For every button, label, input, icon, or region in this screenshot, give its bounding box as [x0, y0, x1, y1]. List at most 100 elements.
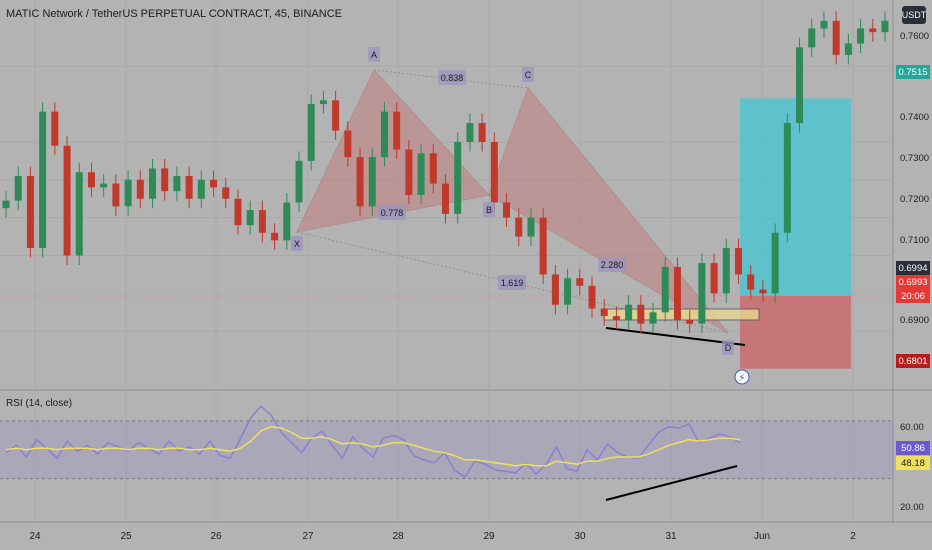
- candle-body: [319, 100, 327, 105]
- ratio-label-bg: [378, 205, 406, 220]
- candle-body: [161, 168, 169, 192]
- currency-button[interactable]: USDT: [902, 6, 926, 24]
- candle-body: [405, 149, 413, 195]
- candle-body: [442, 183, 449, 214]
- rsi-value-tag: 50.86: [896, 441, 930, 455]
- candle-body: [735, 247, 742, 275]
- candle-body: [698, 263, 706, 324]
- y-tick: 0.7300: [900, 153, 930, 164]
- candle-body: [417, 153, 425, 195]
- stop-zone: [740, 296, 851, 369]
- candle-body: [14, 176, 22, 201]
- candle-body: [515, 217, 523, 237]
- candle-body: [600, 308, 608, 317]
- point-label-bg: [368, 47, 380, 62]
- rsi-indicator-label[interactable]: RSI (14, close): [6, 398, 73, 409]
- pattern-ratio: 1.619: [501, 278, 524, 288]
- point-label-bg: [722, 340, 734, 355]
- lightning-glyph: ⚡: [738, 373, 745, 384]
- pattern-point-c: C: [525, 70, 532, 80]
- rsi-series: [5, 405, 741, 479]
- pattern-ratio: 0.838: [441, 73, 464, 83]
- y-tick: 0.7100: [900, 235, 930, 246]
- point-label-bg: [291, 236, 303, 251]
- candle-body: [686, 319, 694, 324]
- rsi-y-tick: 20.00: [900, 502, 924, 513]
- chart-title: MATIC Network / TetherUS PERPETUAL CONTR…: [6, 8, 342, 20]
- candle-body: [185, 176, 193, 199]
- candle-body: [466, 123, 474, 142]
- candle-body: [197, 179, 205, 199]
- rsi-ma-tag: 48.18: [896, 456, 930, 470]
- candle-body: [87, 172, 95, 188]
- countdown-tag: 20:06: [896, 289, 930, 303]
- x-tick: 28: [392, 531, 404, 542]
- lightning-icon: [734, 369, 750, 385]
- target-price-tag: 0.7515: [896, 65, 930, 79]
- candle-body: [759, 289, 767, 294]
- candle-body: [771, 232, 779, 294]
- candle-body: [222, 187, 230, 199]
- x-tick: 27: [302, 531, 314, 542]
- x-tick: 30: [574, 531, 586, 542]
- y-tick: 0.7600: [900, 31, 930, 42]
- ratio-label-bg: [498, 275, 526, 290]
- candle-body: [2, 200, 10, 209]
- position-zones: [0, 98, 893, 369]
- candle-body: [100, 183, 108, 188]
- candle-body: [551, 274, 559, 305]
- rsi-y-tick: 60.00: [900, 422, 924, 433]
- target-zone: [740, 98, 851, 297]
- candle-body: [832, 20, 840, 55]
- candle-body: [796, 47, 804, 124]
- last-price-tag: 0.6994: [896, 261, 930, 275]
- candle-body: [393, 111, 401, 150]
- candle-body: [612, 316, 620, 320]
- candle-body: [588, 285, 596, 309]
- candle-body: [51, 111, 59, 146]
- pattern-point-a: A: [371, 50, 377, 60]
- candle-body: [527, 217, 535, 237]
- price-divergence-line: [605, 327, 746, 346]
- candle-body: [39, 111, 47, 248]
- y-tick: 0.6900: [900, 315, 930, 326]
- x-tick: 2: [850, 531, 856, 542]
- candle-body: [881, 20, 889, 33]
- candle-body: [75, 172, 83, 256]
- candle-body: [344, 130, 352, 158]
- pattern-annotations: X A B C D 0.838 0.778 1.619 2.280 ⚡: [291, 47, 750, 385]
- candle-body: [490, 141, 498, 203]
- candle-body: [234, 198, 242, 226]
- candle-body: [808, 28, 816, 48]
- candle-body: [869, 28, 877, 33]
- candle-body: [844, 43, 852, 55]
- candle-body: [503, 202, 511, 218]
- rsi-band: [0, 420, 893, 479]
- pattern-ratio: 0.778: [381, 208, 404, 218]
- price-series: [2, 11, 889, 334]
- pattern-point-x: X: [294, 239, 300, 249]
- candle-body: [124, 179, 132, 207]
- candle-body: [26, 176, 34, 248]
- candle-body: [539, 217, 547, 275]
- candle-body: [368, 157, 376, 207]
- x-tick: Jun: [753, 531, 771, 542]
- x-tick: 26: [210, 531, 222, 542]
- x-tick: 31: [665, 531, 677, 542]
- x-tick: 29: [483, 531, 495, 542]
- candle-body: [112, 183, 120, 207]
- candle-body: [747, 274, 755, 290]
- y-tick: 0.7400: [900, 112, 930, 123]
- candle-body: [820, 20, 828, 29]
- candle-body: [332, 100, 340, 131]
- ratio-label-bg: [598, 257, 626, 272]
- pattern-point-b: B: [486, 205, 492, 215]
- candle-body: [173, 176, 181, 192]
- candle-body: [661, 266, 669, 313]
- candle-body: [857, 28, 865, 44]
- x-tick: 24: [29, 531, 41, 542]
- rsi-divergence-line: [605, 465, 738, 501]
- pattern-point-d: D: [725, 343, 732, 353]
- x-tick: 25: [120, 531, 132, 542]
